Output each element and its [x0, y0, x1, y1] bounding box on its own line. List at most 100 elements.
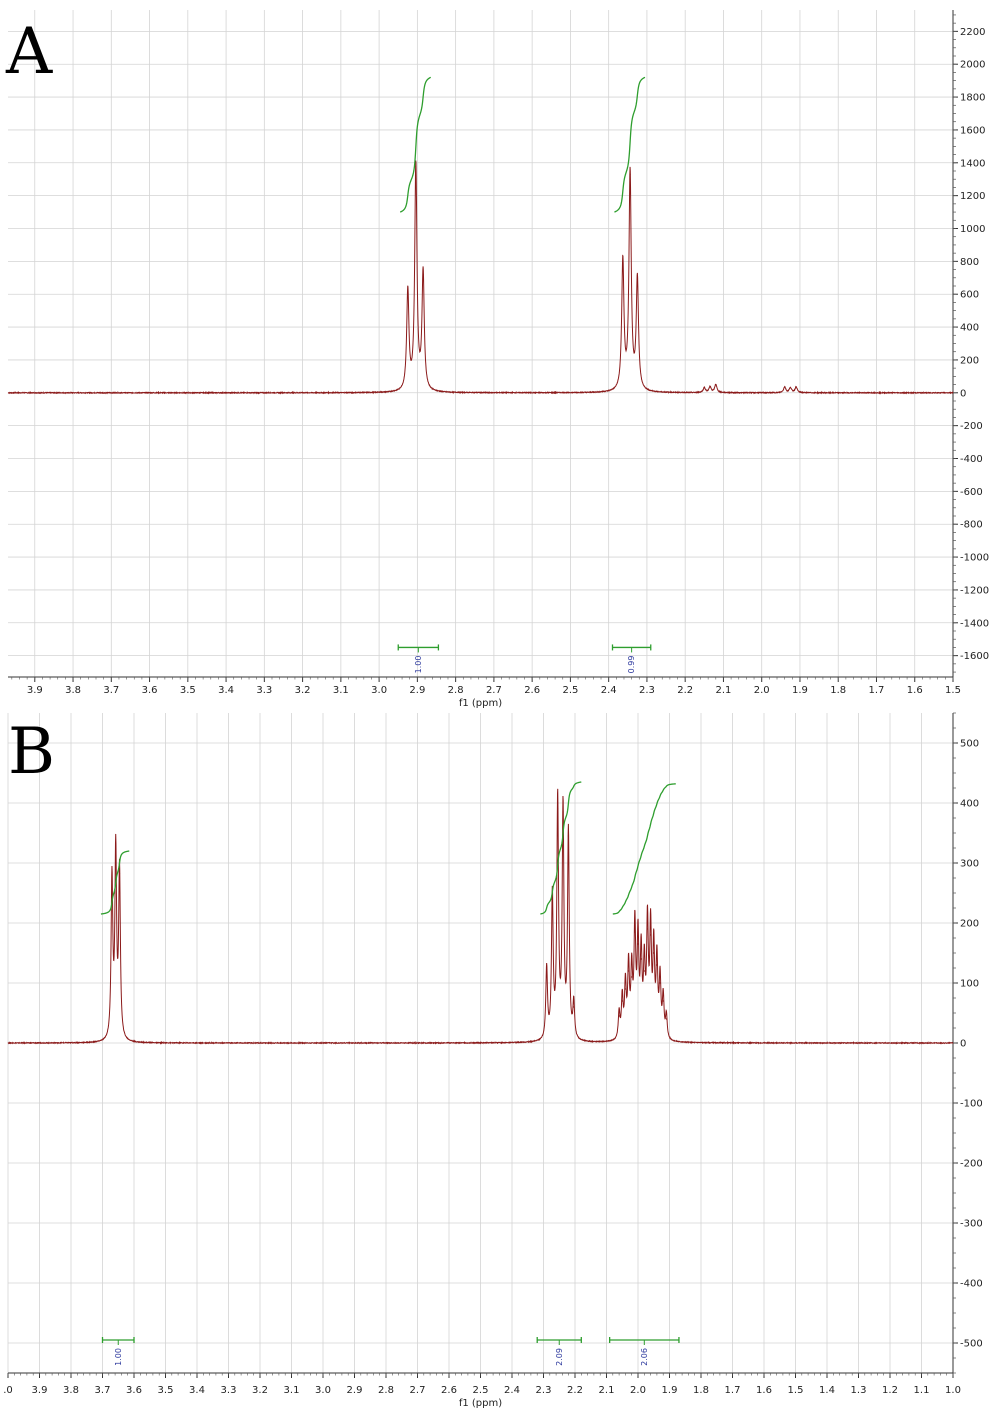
panel-b-label: B: [8, 715, 55, 789]
y-tick-label: 500: [960, 739, 979, 750]
peaks: [111, 802, 667, 1020]
peak-point: [637, 943, 639, 945]
x-tick-label: 2.3: [639, 685, 655, 696]
peak-point: [715, 383, 717, 386]
x-tick-label: 3.4: [218, 685, 234, 696]
y-ticks: 2200200018001600140012001000800600400200…: [953, 14, 989, 673]
x-tick-label: 3.3: [256, 685, 272, 696]
y-tick-label: -600: [960, 487, 983, 498]
y-tick-label: 0: [960, 388, 966, 399]
x-tick-label: 3.7: [95, 1385, 111, 1396]
y-tick-label: 1000: [960, 224, 985, 235]
x-tick-label: 2.0: [630, 1385, 646, 1396]
x-tick-label: 3.3: [221, 1385, 237, 1396]
integrations: 1.00 2.09 2.06: [101, 1337, 680, 1366]
spectrum-line: [7, 788, 954, 1045]
x-tick-label: 1.1: [914, 1385, 930, 1396]
x-tick-label: 3.2: [295, 685, 311, 696]
x-tick-label: 1.8: [830, 685, 846, 696]
peak-point: [624, 988, 627, 990]
integration-value-label: 2.09: [555, 1348, 564, 1366]
x-tick-label: 3.1: [333, 685, 349, 696]
peak-point: [551, 898, 553, 900]
x-tick-label: 2.2: [677, 685, 693, 696]
peak-point: [703, 387, 705, 389]
x-tick-label: 1.7: [869, 685, 885, 696]
y-tick-label: 1200: [960, 191, 985, 202]
peak-point: [650, 934, 652, 936]
integration-value-label: 2.06: [640, 1348, 649, 1366]
x-tick-label: 2.9: [347, 1385, 363, 1396]
x-tick-label: 2.1: [715, 685, 731, 696]
x-tick-label: 2.8: [448, 685, 464, 696]
integration-value-label: 0.99: [627, 656, 636, 674]
y-tick-label: -200: [960, 1159, 983, 1170]
y-tick-label: 1800: [960, 93, 985, 104]
peak-point: [643, 970, 645, 972]
y-tick-label: -1000: [960, 553, 989, 564]
y-tick-label: -1400: [960, 618, 989, 629]
peak-point: [629, 173, 631, 175]
integration-value-label: 1.00: [114, 1348, 123, 1366]
peak-point: [659, 982, 661, 984]
panel-a: 2200200018001600140012001000800600400200…: [7, 10, 989, 709]
peak-point: [662, 1000, 664, 1002]
peak-point: [653, 952, 655, 954]
y-tick-label: -400: [960, 454, 983, 465]
x-ticks: .0 3.9 3.8 3.7 3.6 3.5 3.4 3.3 3.2 3.1 3.0 2.9 2.8 2.…: [3, 1373, 961, 1396]
integration-value-label: 1.00: [414, 656, 423, 674]
y-tick-label: -500: [960, 1339, 983, 1350]
x-tick-label: 2.2: [567, 1385, 583, 1396]
peak-point: [646, 928, 649, 930]
y-tick-label: 1400: [960, 158, 985, 169]
x-tick-label: 2.3: [536, 1385, 552, 1396]
x-tick-label: 1.3: [851, 1385, 867, 1396]
x-tick-label: 1.8: [693, 1385, 709, 1396]
y-tick-label: 400: [960, 323, 979, 334]
y-tick-label: 200: [960, 919, 979, 930]
integral-curve: [399, 76, 432, 213]
peak-point: [546, 970, 548, 972]
y-tick-label: -800: [960, 520, 983, 531]
y-tick-label: 400: [960, 799, 979, 810]
x-tick-label: 3.7: [103, 685, 119, 696]
x-tick-label: 3.8: [65, 685, 81, 696]
peak-point: [665, 1018, 667, 1020]
grid: [8, 10, 954, 677]
y-tick-label: 800: [960, 257, 979, 268]
integral-curve: [614, 76, 646, 213]
integral-curves: [399, 76, 646, 213]
peak-point: [422, 273, 424, 276]
y-ticks: 500 400 300 200 100 0 -100 -200 -300 -400 -500: [953, 712, 983, 1374]
x-tick-label: 2.6: [524, 685, 540, 696]
peak-point: [115, 855, 117, 857]
x-tick-label: 2.5: [562, 685, 578, 696]
peak-point: [622, 262, 624, 264]
x-tick-label: 3.9: [32, 1385, 48, 1396]
x-tick-label: 1.2: [882, 1385, 898, 1396]
x-axis-title: f1 (ppm): [459, 1398, 502, 1409]
y-tick-label: -400: [960, 1279, 983, 1290]
x-tick-label: 3.6: [126, 1385, 142, 1396]
x-tick-label: 1.9: [662, 1385, 678, 1396]
peak-point: [557, 802, 559, 804]
x-tick-label: 3.6: [142, 685, 158, 696]
integrations: 1.00 0.99: [397, 644, 652, 674]
integral-curve: [612, 783, 676, 915]
peak-point: [709, 386, 711, 388]
peak-point: [118, 873, 121, 875]
x-tick-label: 1.6: [756, 1385, 772, 1396]
integral-curve: [100, 850, 130, 915]
peak-point: [640, 958, 642, 960]
x-tick-label: 3.5: [180, 685, 196, 696]
x-tick-label: 3.0: [371, 685, 387, 696]
x-tick-label: 2.0: [754, 685, 770, 696]
peak-point: [634, 931, 636, 933]
peak-point: [784, 386, 786, 388]
peak-point: [573, 1006, 575, 1008]
integral-curve: [540, 781, 582, 915]
x-ticks: 3.9 3.8 3.7 3.6 3.5 3.4 3.3 3.2 3.1 3.0 2.9 2.8 2.7 2…: [11, 677, 961, 696]
x-tick-label: 1.5: [945, 685, 961, 696]
x-tick-label: 1.4: [819, 1385, 835, 1396]
